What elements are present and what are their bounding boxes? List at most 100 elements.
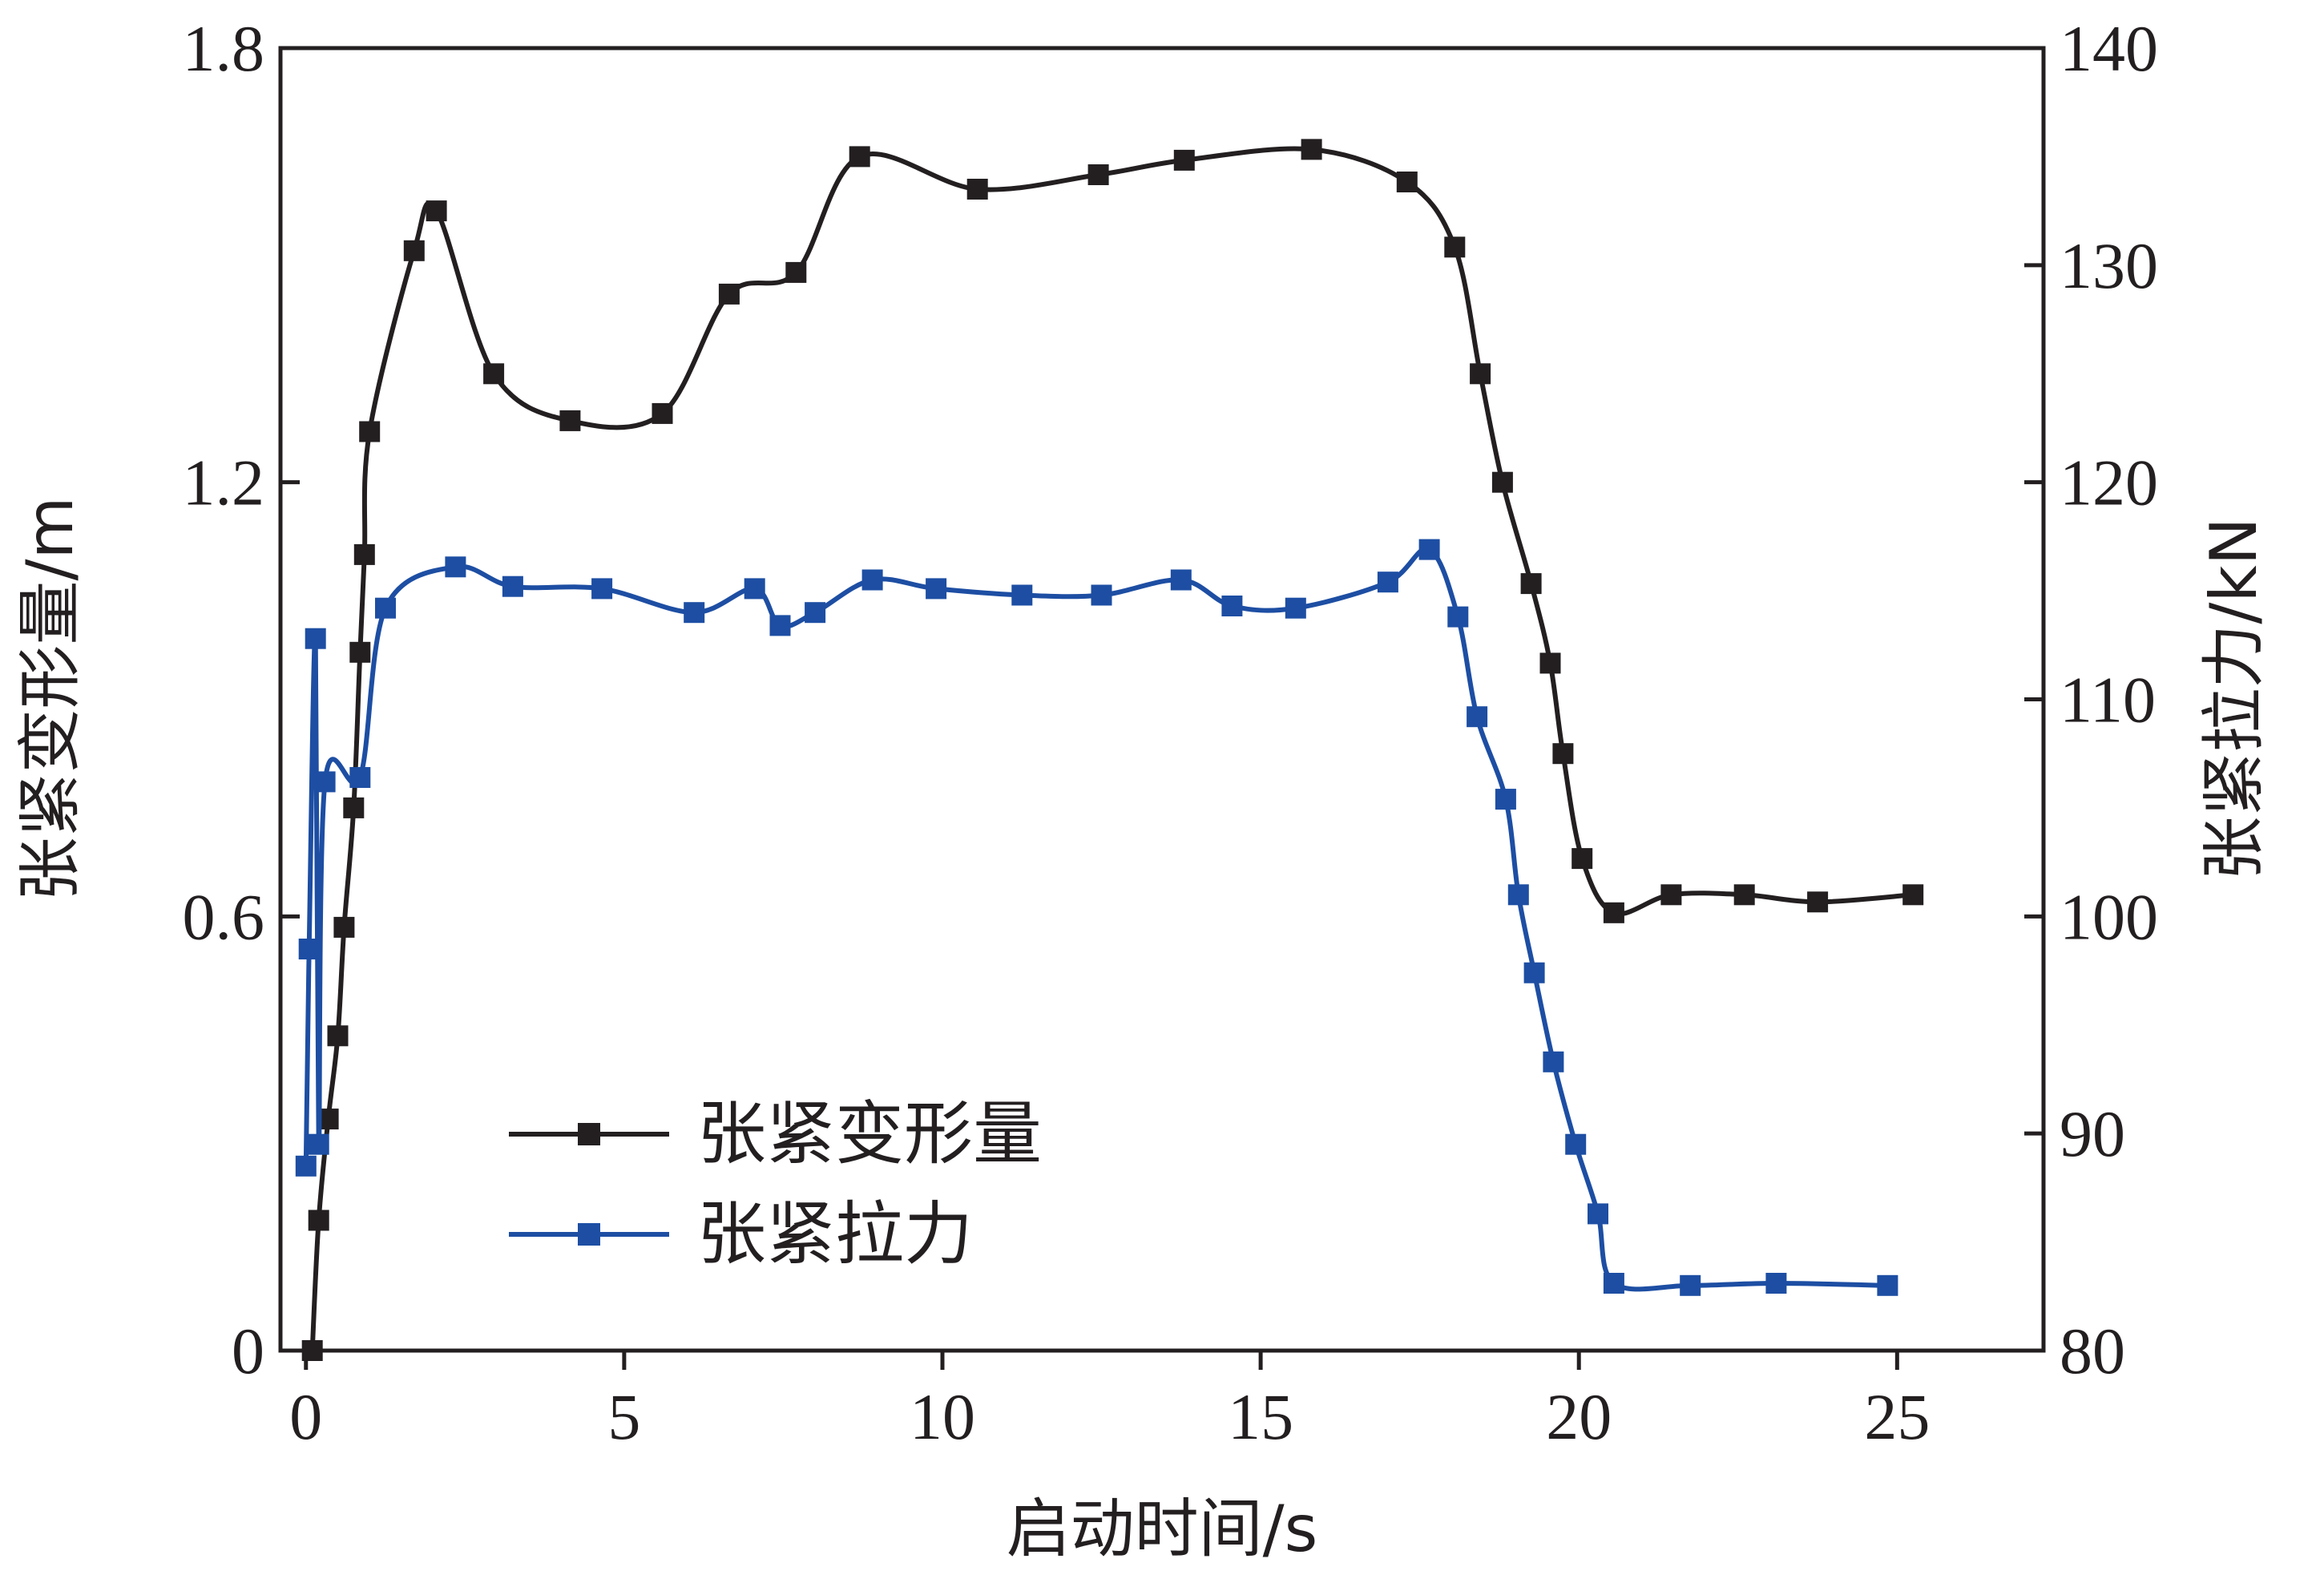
- data-point-tension: [684, 602, 705, 624]
- data-point-tension: [1523, 962, 1545, 983]
- data-point-deformation: [1444, 236, 1466, 258]
- data-point-deformation: [349, 641, 371, 663]
- series-layer: [295, 139, 1924, 1361]
- legend-label-tension: 张紧拉力: [697, 1194, 973, 1274]
- data-point-deformation: [1087, 164, 1109, 185]
- data-point-deformation: [333, 916, 355, 938]
- left-y-axis-ticks: 0 0.6 1.2 1.8: [183, 12, 300, 1387]
- data-point-deformation: [966, 179, 988, 200]
- data-point-tension: [1285, 597, 1306, 619]
- data-point-deformation: [1603, 902, 1624, 923]
- x-tick-label: 5: [607, 1380, 640, 1453]
- data-point-deformation: [1660, 884, 1682, 906]
- right-y-tick-label: 80: [2060, 1315, 2125, 1387]
- data-point-tension: [502, 575, 523, 597]
- data-point-deformation: [343, 797, 365, 818]
- data-point-deformation: [652, 402, 673, 424]
- data-point-tension: [1507, 884, 1529, 906]
- data-point-deformation: [785, 261, 807, 283]
- right-y-tick-label: 90: [2060, 1097, 2125, 1170]
- legend-marker-tension: [578, 1223, 600, 1246]
- data-point-deformation: [308, 1210, 329, 1231]
- right-y-tick-label: 100: [2060, 880, 2158, 953]
- series-tension: [295, 539, 1898, 1296]
- data-point-deformation: [718, 283, 740, 305]
- left-y-axis-title: 张紧变形量/m: [13, 497, 87, 902]
- x-tick-label: 15: [1228, 1380, 1293, 1453]
- data-point-tension: [298, 939, 320, 959]
- legend-label-deformation: 张紧变形量: [697, 1094, 1042, 1174]
- data-point-tension: [1603, 1273, 1624, 1294]
- data-point-tension: [1765, 1273, 1787, 1294]
- data-point-tension: [861, 569, 883, 591]
- data-point-tension: [1418, 539, 1440, 560]
- data-point-deformation: [1552, 743, 1574, 765]
- data-point-deformation: [1807, 891, 1829, 913]
- left-y-tick-label: 1.2: [183, 446, 265, 519]
- data-point-tension: [1467, 706, 1488, 728]
- data-point-deformation: [353, 543, 375, 565]
- data-point-tension: [1877, 1274, 1898, 1296]
- data-point-tension: [445, 556, 466, 578]
- data-point-tension: [926, 578, 947, 600]
- data-point-tension: [1588, 1203, 1608, 1225]
- data-point-deformation: [1520, 573, 1542, 595]
- data-point-tension: [1495, 789, 1516, 810]
- data-point-deformation: [1301, 139, 1322, 160]
- legend-marker-deformation: [578, 1123, 600, 1145]
- data-point-deformation: [327, 1025, 349, 1047]
- data-point-tension: [1377, 571, 1398, 593]
- data-point-deformation: [426, 200, 447, 222]
- right-y-tick-label: 110: [2060, 664, 2156, 737]
- data-point-deformation: [559, 410, 581, 431]
- data-point-tension: [805, 602, 826, 624]
- series-line-tension: [303, 546, 1890, 1292]
- data-point-tension: [308, 1133, 329, 1155]
- right-y-tick-label: 130: [2060, 229, 2158, 302]
- data-point-deformation: [1733, 884, 1755, 906]
- right-y-axis-ticks: 80 90 100 110 120 130 140: [2024, 12, 2158, 1387]
- plot-frame: [278, 46, 2046, 1353]
- data-point-tension: [375, 597, 396, 619]
- legend: 张紧变形量 张紧拉力: [509, 1094, 1042, 1274]
- series-line-deformation: [309, 146, 1916, 1353]
- x-tick-label: 20: [1546, 1380, 1612, 1453]
- data-point-tension: [1091, 584, 1112, 606]
- data-point-deformation: [301, 1340, 323, 1361]
- data-point-deformation: [1470, 363, 1491, 385]
- legend-item-deformation: 张紧变形量: [509, 1094, 1042, 1174]
- series-deformation: [301, 139, 1924, 1361]
- data-point-deformation: [1173, 149, 1195, 171]
- data-point-deformation: [483, 363, 505, 385]
- data-point-deformation: [1539, 652, 1561, 674]
- data-point-deformation: [1572, 848, 1593, 870]
- data-point-tension: [769, 615, 791, 636]
- data-point-tension: [314, 771, 336, 793]
- x-tick-label: 25: [1864, 1380, 1930, 1453]
- data-point-tension: [1447, 606, 1469, 628]
- data-point-tension: [591, 578, 613, 600]
- x-axis-ticks: 0 5 10 15 20 25: [289, 1351, 1930, 1453]
- data-point-tension: [305, 628, 326, 649]
- right-y-tick-label: 140: [2060, 12, 2158, 85]
- x-axis-title: 启动时间/s: [1007, 1492, 1318, 1566]
- data-point-tension: [349, 767, 371, 788]
- data-point-tension: [295, 1155, 317, 1177]
- right-y-axis-title: 张紧拉力/kN: [2197, 517, 2271, 880]
- legend-item-tension: 张紧拉力: [509, 1194, 973, 1274]
- x-tick-label: 10: [910, 1380, 975, 1453]
- data-point-deformation: [1902, 884, 1924, 906]
- data-point-tension: [1543, 1051, 1564, 1072]
- right-y-tick-label: 120: [2060, 446, 2158, 519]
- data-point-tension: [1221, 596, 1243, 616]
- data-point-deformation: [849, 146, 870, 168]
- data-point-tension: [744, 578, 765, 600]
- data-point-deformation: [359, 421, 381, 442]
- data-point-tension: [1680, 1274, 1701, 1296]
- data-point-deformation: [1491, 471, 1513, 493]
- left-y-tick-label: 0: [232, 1315, 264, 1387]
- data-point-deformation: [403, 240, 425, 261]
- data-point-tension: [1011, 584, 1033, 606]
- data-point-tension: [1170, 569, 1192, 591]
